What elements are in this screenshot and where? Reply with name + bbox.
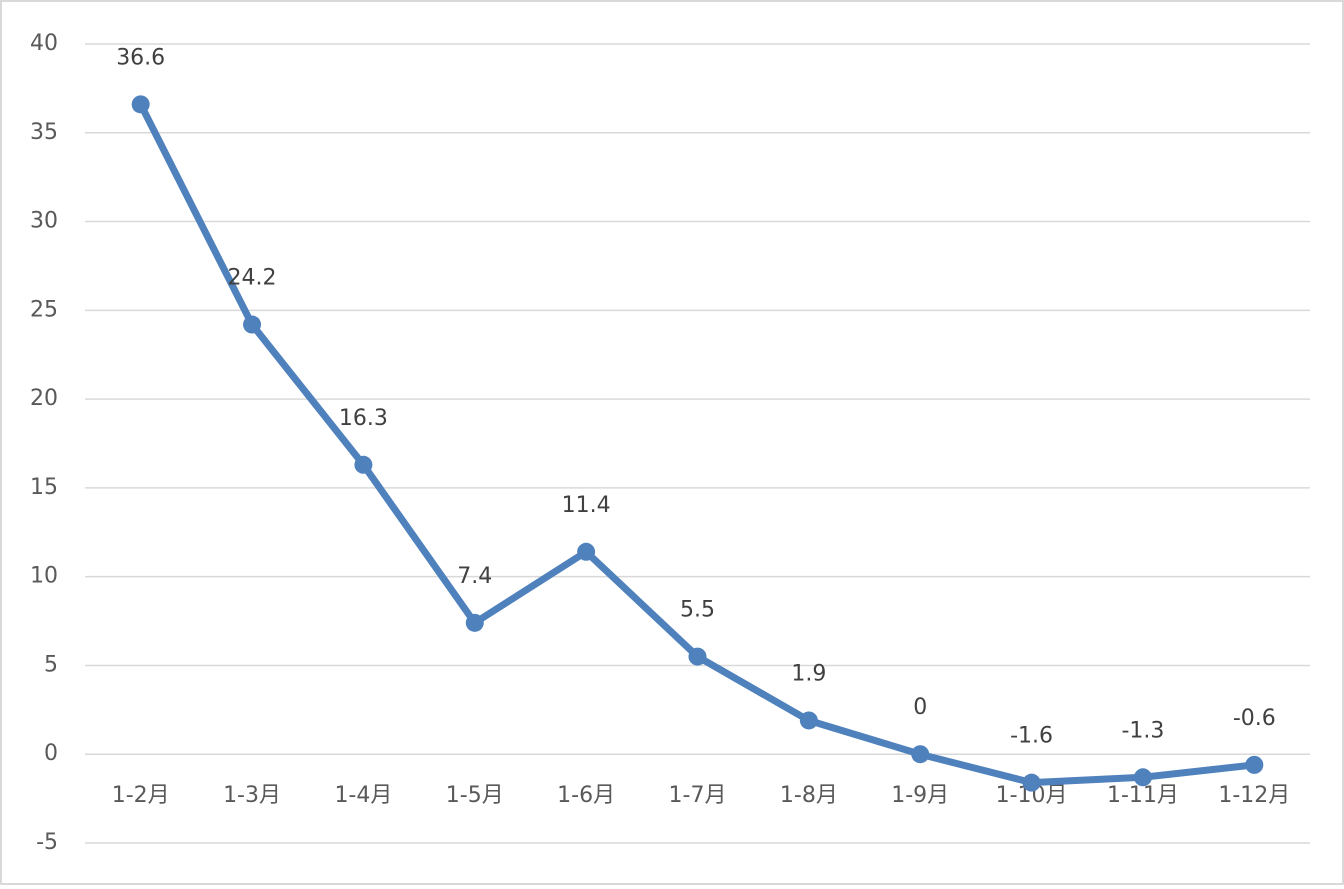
y-tick-label: 40	[30, 31, 58, 56]
x-tick-label: 1-7月	[669, 783, 727, 808]
data-point	[1022, 773, 1041, 792]
x-tick-label: 1-2月	[112, 783, 170, 808]
y-tick-label: 35	[30, 120, 58, 145]
y-tick-label: 0	[44, 741, 58, 766]
data-point	[799, 711, 818, 730]
data-point	[577, 542, 596, 561]
data-label: 1.9	[791, 661, 826, 686]
y-tick-label: 15	[30, 475, 58, 500]
data-point	[1133, 768, 1152, 787]
y-tick-label: 30	[30, 209, 58, 234]
y-tick-label: 20	[30, 386, 58, 411]
data-point	[131, 95, 150, 114]
data-label: -1.3	[1121, 718, 1164, 743]
data-label: 16.3	[339, 406, 388, 431]
y-tick-label: 10	[30, 564, 58, 589]
data-point	[465, 613, 484, 632]
y-tick-label: 25	[30, 297, 58, 322]
x-tick-label: 1-5月	[446, 783, 504, 808]
x-tick-label: 1-11月	[1107, 783, 1179, 808]
x-tick-label: 1-8月	[780, 783, 838, 808]
data-label: 24.2	[228, 266, 277, 291]
data-label: 36.6	[116, 45, 165, 70]
data-label: -1.6	[1010, 724, 1053, 749]
data-label: -0.6	[1233, 706, 1276, 731]
y-tick-label: -5	[36, 830, 58, 855]
data-point	[243, 315, 262, 334]
x-tick-label: 1-9月	[891, 783, 949, 808]
x-tick-label: 1-12月	[1218, 783, 1290, 808]
x-tick-label: 1-6月	[557, 783, 615, 808]
x-tick-label: 1-4月	[334, 783, 392, 808]
data-label: 11.4	[562, 493, 611, 518]
x-tick-label: 1-3月	[223, 783, 281, 808]
data-point	[688, 647, 707, 666]
data-label: 5.5	[680, 598, 715, 623]
data-point	[1245, 755, 1264, 774]
data-point	[354, 455, 373, 474]
y-tick-label: 5	[44, 652, 58, 677]
data-point	[911, 745, 930, 764]
data-label: 7.4	[457, 564, 492, 589]
data-label: 0	[913, 695, 927, 720]
